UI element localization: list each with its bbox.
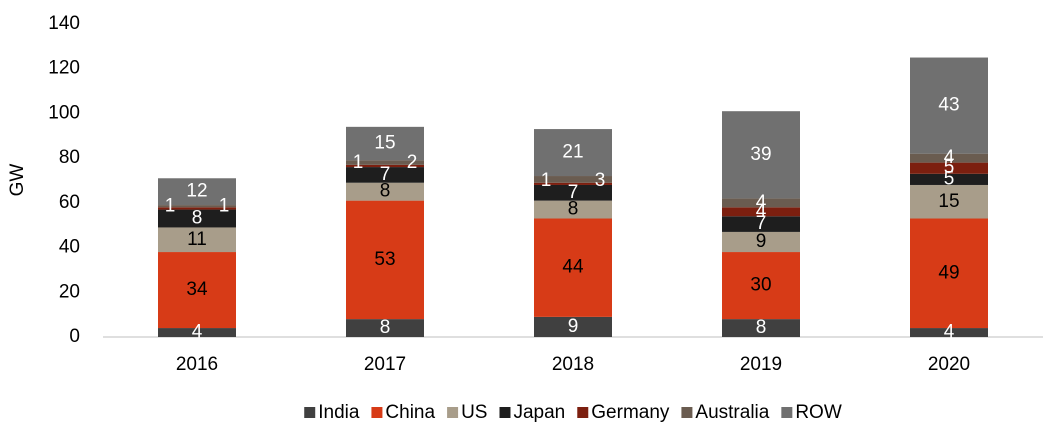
data-label: 44 (562, 257, 584, 278)
bar-segment (158, 178, 236, 206)
data-label: 5 (944, 168, 955, 189)
data-label: 43 (938, 95, 959, 116)
data-label: 15 (374, 133, 395, 154)
legend-swatch (781, 407, 793, 418)
y-tick-label: 60 (59, 192, 80, 213)
bar-segment (346, 164, 424, 168)
y-tick-label: 20 (59, 281, 80, 302)
bar-segment (158, 205, 236, 208)
legend-swatch (577, 407, 589, 418)
legend-label: China (385, 402, 435, 423)
x-tick-label: 2020 (928, 354, 970, 375)
bar-segment (722, 111, 800, 199)
bar-segment (534, 218, 612, 317)
data-label: 2 (407, 152, 418, 173)
legend-label: Germany (591, 402, 670, 423)
x-tick-label: 2016 (176, 354, 218, 375)
data-label: 3 (595, 170, 606, 191)
data-label: 4 (944, 322, 955, 343)
y-tick-label: 80 (59, 147, 80, 168)
bar-segment (722, 198, 800, 208)
bar-segment (534, 184, 612, 201)
bar-segment (722, 207, 800, 217)
y-tick-label: 140 (48, 13, 80, 34)
bar-segment (722, 231, 800, 253)
legend-label: Japan (513, 402, 565, 423)
bar-segment (910, 173, 988, 185)
data-label: 7 (756, 213, 767, 234)
legend-swatch (447, 407, 459, 418)
bar-segment (534, 182, 612, 185)
data-label: 49 (938, 262, 959, 283)
data-label: 11 (187, 229, 207, 250)
x-tick-label: 2017 (364, 354, 406, 375)
legend-label: ROW (795, 402, 842, 423)
y-tick-label: 100 (48, 102, 80, 123)
bar-segment (910, 162, 988, 174)
data-label: 34 (186, 279, 208, 300)
bar-segment (158, 209, 236, 228)
bar-segment (346, 160, 424, 165)
data-label: 4 (756, 201, 767, 222)
bar-segment (534, 200, 612, 219)
legend-label: India (318, 402, 360, 423)
bar-segment (910, 218, 988, 329)
data-label: 1 (353, 152, 364, 173)
y-tick-label: 40 (59, 237, 80, 258)
data-label: 4 (756, 192, 767, 213)
data-label: 8 (756, 317, 767, 338)
data-label: 4 (192, 322, 203, 343)
bar-segment (722, 216, 800, 232)
data-label: 4 (944, 147, 955, 168)
y-tick-label: 120 (48, 58, 80, 79)
bar-segment (346, 182, 424, 201)
bar-segment (534, 129, 612, 177)
bar-segment (910, 153, 988, 163)
data-label: 9 (568, 316, 579, 337)
data-label: 1 (165, 196, 176, 217)
x-tick-label: 2019 (740, 354, 782, 375)
data-label: 1 (541, 170, 552, 191)
bar-segment (534, 316, 612, 337)
data-label: 8 (380, 181, 391, 202)
bar-segment (346, 200, 424, 320)
bar-segment (158, 252, 236, 329)
bar-segment (158, 207, 236, 210)
bar-segment (910, 328, 988, 337)
data-label: 1 (219, 196, 230, 217)
bar-segment (534, 176, 612, 183)
bar-segment (346, 167, 424, 183)
data-label: 7 (380, 164, 391, 185)
x-tick-label: 2018 (552, 354, 594, 375)
bar-segment (346, 319, 424, 337)
legend-label: US (461, 402, 487, 423)
data-label: 30 (750, 275, 771, 296)
legend-swatch (499, 407, 511, 418)
data-label: 39 (750, 144, 771, 165)
legend-swatch (304, 407, 316, 418)
data-label: 5 (944, 157, 955, 178)
data-label: 8 (568, 199, 579, 220)
data-label: 8 (380, 317, 391, 338)
bar-segment (158, 227, 236, 253)
bar-segment (722, 252, 800, 320)
data-label: 21 (562, 142, 583, 163)
y-axis-title: GW (7, 164, 28, 197)
data-label: 8 (192, 208, 203, 229)
data-label: 12 (186, 181, 207, 202)
legend-label: Australia (695, 402, 769, 423)
bar-segment (158, 328, 236, 337)
legend-swatch (681, 407, 693, 418)
bar-segment (722, 319, 800, 337)
bar-segment (346, 126, 424, 161)
y-tick-label: 0 (69, 326, 80, 347)
data-label: 53 (374, 249, 395, 270)
data-label: 9 (756, 231, 767, 252)
legend-swatch (371, 407, 383, 418)
data-label: 7 (568, 182, 579, 203)
bar-segment (910, 57, 988, 154)
bar-segment (910, 184, 988, 219)
data-label: 15 (938, 191, 959, 212)
